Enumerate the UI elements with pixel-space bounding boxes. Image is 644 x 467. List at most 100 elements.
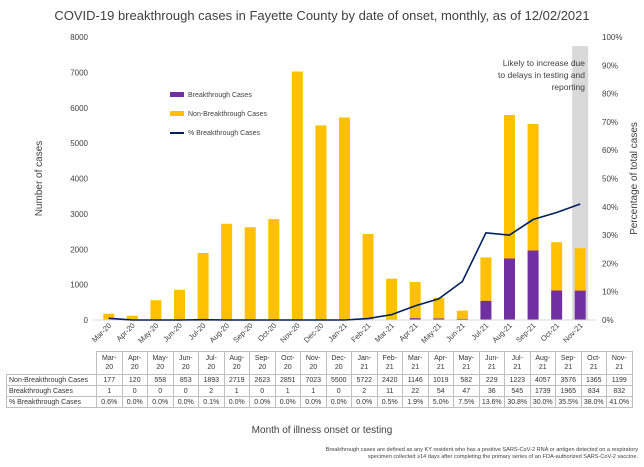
table-column-header: Mar- 20 xyxy=(96,351,123,375)
y2-axis-title: Percentage of total cases xyxy=(629,122,640,235)
y2-tick-label: 80% xyxy=(602,90,618,99)
table-cell: 0.5% xyxy=(376,396,403,408)
x-axis-title: Month of illness onset or testing xyxy=(251,425,393,436)
table-cell: 0.0% xyxy=(121,396,148,408)
table-column-header: Mar- 21 xyxy=(402,351,429,375)
table-column-header: Aug- 20 xyxy=(223,351,250,375)
table-row-label: Breakthrough Cases xyxy=(6,385,97,397)
table-cell: 2420 xyxy=(376,374,403,386)
table-cell: 47 xyxy=(453,385,480,397)
x-tick-label: Dec-20 xyxy=(302,321,325,344)
table-column-header: May- 20 xyxy=(147,351,174,375)
table-cell: 0.0% xyxy=(325,396,352,408)
x-tick-label: Apr-21 xyxy=(397,321,419,343)
legend-swatch-non-breakthrough xyxy=(170,111,184,116)
x-tick-label: May-20 xyxy=(136,321,160,345)
table-header-row: Mar- 20 Apr- 20 May- 20 Jun- 20 Jul- 20 Aug- 20 Sep-… xyxy=(7,351,633,375)
bar-non-breakthrough xyxy=(362,234,374,320)
table-column-header: Oct- 20 xyxy=(274,351,301,375)
table-cell: 0.0% xyxy=(147,396,174,408)
table-cell: 1 xyxy=(274,385,301,397)
legend-label-breakthrough: Breakthrough Cases xyxy=(188,92,252,99)
bar-non-breakthrough xyxy=(268,219,280,320)
y-tick-label: 5000 xyxy=(70,139,88,148)
table-cell: 22 xyxy=(402,385,429,397)
table-cell: 853 xyxy=(172,374,199,386)
legend-label-non-breakthrough: Non-Breakthrough Cases xyxy=(188,111,267,118)
table-cell: 0.0% xyxy=(300,396,327,408)
bar-non-breakthrough xyxy=(339,117,350,320)
x-tick-label: Apr-20 xyxy=(114,321,136,343)
bar-breakthrough xyxy=(456,318,468,320)
table-cell: 36 xyxy=(478,385,505,397)
bar-non-breakthrough xyxy=(291,71,303,320)
table-column-header: Jun- 21 xyxy=(478,351,505,375)
table-row: % Breakthrough Cases 0.6% 0.0% 0.0% 0.0% 0.1%… xyxy=(6,396,633,408)
y2-tick-label: 10% xyxy=(602,288,618,297)
annotation-line: Likely to increase due xyxy=(503,58,585,68)
table-cell: 1965 xyxy=(555,385,582,397)
y2-tick-label: 70% xyxy=(602,118,618,127)
y-tick-label: 3000 xyxy=(70,210,88,219)
y2-tick-label: 20% xyxy=(602,259,618,268)
table-cell: 0.0% xyxy=(223,396,250,408)
table-column-header: Sep- 21 xyxy=(555,351,582,375)
table-cell: 0.0% xyxy=(172,396,199,408)
footnote: Breakthrough cases are defined as any KY… xyxy=(238,447,638,461)
bar-non-breakthrough xyxy=(456,310,468,319)
table-cell: 1 xyxy=(223,385,250,397)
table-cell: 834 xyxy=(580,385,607,397)
bar-breakthrough xyxy=(409,318,421,320)
table-column-header: Jul- 21 xyxy=(504,351,531,375)
table-column-header: Oct- 21 xyxy=(580,351,607,375)
table-cell: 582 xyxy=(453,374,480,386)
bar-non-breakthrough xyxy=(504,114,515,259)
table-cell: 0.1% xyxy=(198,396,225,408)
legend-label-percent: % Breakthrough Cases xyxy=(188,130,260,137)
y-tick-label: 1000 xyxy=(70,281,88,290)
bar-non-breakthrough xyxy=(527,123,539,251)
y2-tick-label: 40% xyxy=(602,203,618,212)
y-tick-label: 8000 xyxy=(70,33,88,42)
table-cell: 1 xyxy=(96,385,123,397)
y2-tick-label: 100% xyxy=(602,33,622,42)
bar-breakthrough xyxy=(504,258,515,320)
y-tick-label: 4000 xyxy=(70,175,88,184)
data-table: Mar- 20 Apr- 20 May- 20 Jun- 20 Jul- 20 Aug- 20 Sep-… xyxy=(6,351,633,408)
table-cell: 545 xyxy=(504,385,531,397)
table-cell: 229 xyxy=(478,374,505,386)
x-tick-label: Oct-21 xyxy=(539,321,561,343)
table-cell: 13.6% xyxy=(478,396,505,408)
x-tick-label: May-21 xyxy=(419,321,443,345)
table-cell: 35.5% xyxy=(555,396,582,408)
bar-non-breakthrough xyxy=(480,257,492,301)
footnote-line-2: specimen collected ≥14 days after comple… xyxy=(367,454,638,460)
x-tick-label: Nov-21 xyxy=(561,321,584,344)
table-cell: 38.0% xyxy=(580,396,607,408)
bar-non-breakthrough xyxy=(433,297,445,319)
bar-non-breakthrough xyxy=(197,252,209,320)
table-cell: 7.5% xyxy=(453,396,480,408)
table-cell: 3576 xyxy=(555,374,582,386)
annotation-line: reporting xyxy=(551,82,585,92)
table-cell: 2623 xyxy=(249,374,276,386)
x-tick-label: Nov-20 xyxy=(278,321,301,344)
table-cell: 2719 xyxy=(223,374,250,386)
table-cell: 177 xyxy=(96,374,123,386)
table-cell: 2 xyxy=(198,385,225,397)
table-column-header: Jun- 20 xyxy=(172,351,199,375)
legend-swatch-breakthrough xyxy=(170,92,184,97)
table-cell: 4057 xyxy=(529,374,556,386)
table-row-label: Non-Breakthrough Cases xyxy=(6,374,97,386)
table-cell: 120 xyxy=(121,374,148,386)
table-cell: 5.0% xyxy=(427,396,454,408)
bar-non-breakthrough xyxy=(221,223,233,320)
x-tick-label: Jan-21 xyxy=(326,321,349,344)
y2-tick-label: 60% xyxy=(602,146,618,155)
table-cell: 0 xyxy=(325,385,352,397)
bar-non-breakthrough xyxy=(409,282,421,319)
table-column-header: Aug- 21 xyxy=(529,351,556,375)
bar-non-breakthrough xyxy=(174,289,185,320)
x-tick-label: Jun-20 xyxy=(161,321,184,344)
